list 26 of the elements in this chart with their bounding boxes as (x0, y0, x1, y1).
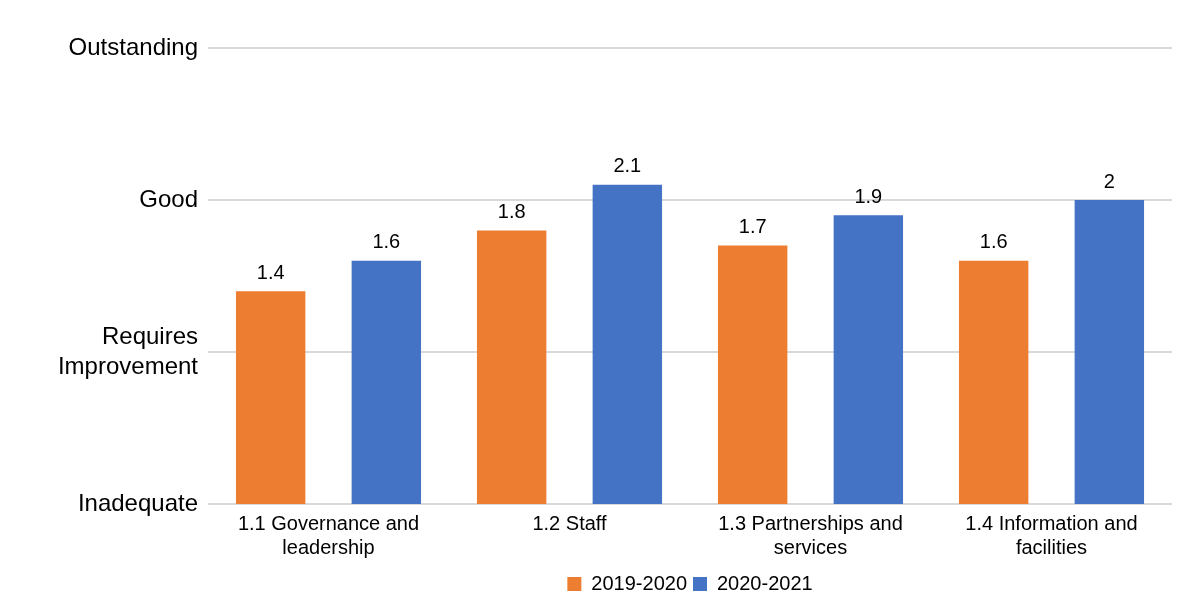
ref-line-label: Inadequate (77, 488, 198, 516)
data-label: 1.4 (256, 260, 285, 283)
x-tick-label: 1.1 Governance and leadership (237, 511, 420, 558)
bar (351, 260, 422, 504)
ref-line-label: Requires Improvement (57, 321, 199, 379)
x-tick-label: 1.4 Information and facilities (965, 511, 1138, 558)
data-label: 1.9 (854, 184, 883, 207)
bar (717, 245, 788, 504)
legend-label: 2019-2020 (591, 571, 688, 594)
bar (592, 184, 663, 504)
data-label: 1.8 (497, 199, 526, 222)
data-label: 2.1 (613, 154, 642, 177)
x-tick-label: 1.3 Partnerships and services (718, 511, 903, 558)
legend-label: 2020-2021 (717, 571, 813, 594)
bar (476, 230, 547, 504)
data-label: 2 (1103, 169, 1115, 192)
bar (235, 291, 306, 504)
bar (958, 260, 1029, 504)
data-label: 1.7 (738, 215, 767, 238)
bar (1074, 200, 1145, 504)
ref-line-label: Good (139, 184, 198, 212)
x-tick-label: 1.2 Staff (532, 511, 607, 534)
data-label: 1.6 (979, 230, 1008, 253)
bar (833, 215, 904, 504)
data-label: 1.6 (372, 230, 401, 253)
ref-line-label: Outstanding (68, 32, 198, 60)
